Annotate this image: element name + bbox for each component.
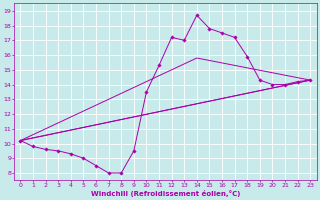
X-axis label: Windchill (Refroidissement éolien,°C): Windchill (Refroidissement éolien,°C) <box>91 190 240 197</box>
